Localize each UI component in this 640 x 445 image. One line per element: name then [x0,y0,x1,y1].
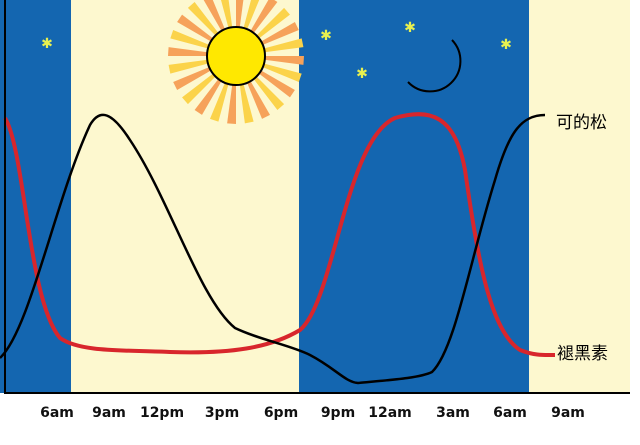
x-tick-label: 6am [493,405,527,421]
svg-text:✱: ✱ [41,36,53,52]
x-tick-label: 6pm [264,405,298,421]
x-tick-label: 9pm [321,405,355,421]
x-tick-label: 6am [40,405,74,421]
sun-ray [236,0,244,56]
x-tick-label: 12am [368,405,412,421]
night-band [299,0,529,393]
x-tick-label: 3am [436,405,470,421]
svg-text:✱: ✱ [404,20,416,36]
moon [407,39,462,93]
stars: ✱ ✱ ✱ ✱ ✱ [41,20,512,82]
sun [168,0,304,124]
sun-ray [220,0,236,56]
melatonin-curve [3,112,556,358]
svg-text:✱: ✱ [320,28,332,44]
svg-text:✱: ✱ [356,66,368,82]
svg-text:✱: ✱ [500,37,512,53]
melatonin-label: 褪黑素 [557,344,608,364]
x-tick-label: 9am [92,405,126,421]
night-band [0,0,71,393]
day-band [529,0,630,393]
cortisol-label: 可的松 [556,113,607,133]
x-tick-label: 12pm [140,405,184,421]
cortisol-curve [0,113,546,385]
x-tick-label: 9am [551,405,585,421]
x-tick-label: 3pm [205,405,239,421]
